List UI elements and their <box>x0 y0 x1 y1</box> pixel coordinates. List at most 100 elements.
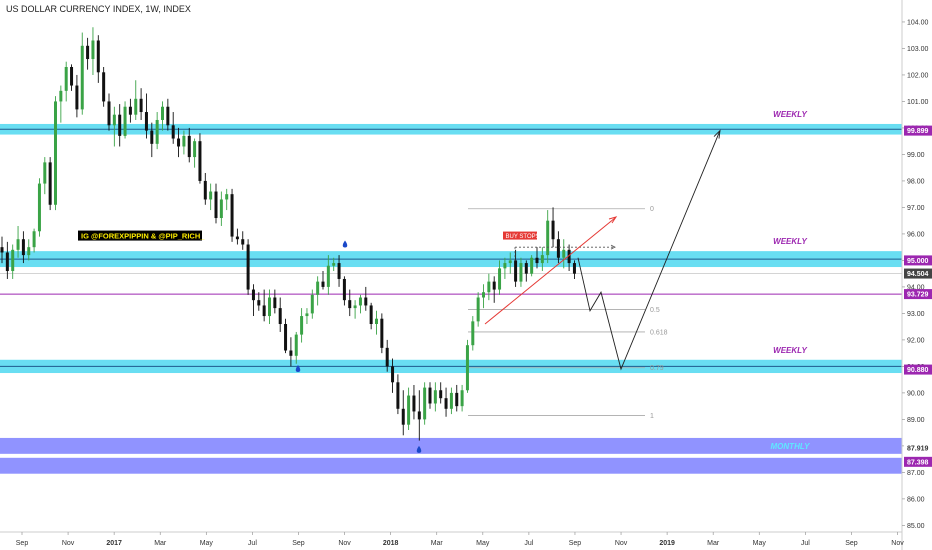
candle-body <box>321 281 325 287</box>
candle-body <box>562 249 566 258</box>
price-badge <box>904 364 932 375</box>
candle-body <box>342 278 346 301</box>
candle-body <box>476 297 480 322</box>
candles-layer <box>0 27 576 441</box>
time-tick-label: May <box>200 540 214 547</box>
candle-body <box>310 294 314 314</box>
candle-body <box>503 263 507 269</box>
candle-body <box>86 45 90 60</box>
candle-body <box>412 395 416 412</box>
time-axis[interactable]: Sep Nov 2017 Mar May Jul Sep Nov 2018 Mar May Jul Se… <box>0 531 904 547</box>
candle-body <box>123 106 127 136</box>
candle-body <box>326 265 330 287</box>
candle-body <box>460 390 464 407</box>
price-tick-label: 89.00 <box>907 417 925 424</box>
candle-body <box>246 244 250 290</box>
time-tick-label: Nov <box>338 540 351 547</box>
candle-body <box>262 305 266 317</box>
zone-label: MONTHLY <box>771 442 811 451</box>
price-tick-label: 94.00 <box>907 284 925 291</box>
time-tick-label: Jul <box>524 540 533 547</box>
watermark-text: IG @FOREXPIPPIN & @PIP_RICH_ <box>81 232 205 241</box>
candle-body <box>556 239 560 258</box>
candle-body <box>166 106 170 126</box>
candle-body <box>59 90 63 102</box>
candle-body <box>257 300 261 306</box>
candle-body <box>348 300 352 309</box>
candle-body <box>198 141 202 181</box>
candle-body <box>519 263 523 282</box>
price-tick-label: 96.00 <box>907 231 925 238</box>
candle-body <box>91 40 95 60</box>
time-tick-label: Nov <box>615 540 628 547</box>
trend-arrow <box>608 216 618 224</box>
candle-body <box>369 305 373 325</box>
candle-body <box>161 106 164 120</box>
price-badge <box>904 268 932 279</box>
price-axis[interactable]: 104.00103.00102.00101.00100.0099.0098.00… <box>901 0 932 550</box>
candle-body <box>423 387 427 420</box>
price-tick-label: 98.00 <box>907 178 925 185</box>
candle-body <box>551 220 555 240</box>
fib-label: 1 <box>650 413 654 420</box>
candle-body <box>187 135 191 158</box>
price-tick-label: 103.00 <box>907 46 929 53</box>
candle-body <box>16 239 20 250</box>
candle-body <box>572 263 576 274</box>
candle-body <box>465 345 469 391</box>
candle-body <box>48 162 52 205</box>
time-tick-label: Mar <box>154 540 167 547</box>
drawings-layer: IG @FOREXPIPPIN & @PIP_RICH_ BUY STOPS <box>78 129 721 453</box>
zone-rect <box>0 457 902 474</box>
price-tick-label: 97.00 <box>907 205 925 212</box>
projection-path <box>577 130 721 371</box>
zone-label: WEEKLY <box>773 110 807 119</box>
candle-body <box>209 191 213 200</box>
fib-label: 0 <box>650 206 654 213</box>
candle-body <box>225 194 229 200</box>
candle-body <box>401 408 405 425</box>
candle-body <box>80 45 84 110</box>
candle-body <box>70 66 74 86</box>
candle-body <box>107 101 111 126</box>
candle-body <box>75 85 79 110</box>
candle-body <box>514 260 518 282</box>
candle-body <box>118 114 122 136</box>
candle-body <box>11 249 15 272</box>
candle-body <box>482 292 485 298</box>
candle-body <box>294 334 298 356</box>
candle-body <box>364 297 368 306</box>
zone-label: WEEKLY <box>773 237 807 246</box>
candle-body <box>444 398 448 409</box>
candle-body <box>498 268 502 290</box>
price-tick-label: 92.00 <box>907 337 925 344</box>
price-badge <box>904 255 932 266</box>
candle-body <box>332 263 336 266</box>
chart-title: US DOLLAR CURRENCY INDEX, 1W, INDEX <box>6 4 191 14</box>
price-badge-label: 90.880 <box>907 367 929 374</box>
candle-body <box>305 313 309 317</box>
candle-body <box>155 119 159 144</box>
price-tick-label: 101.00 <box>907 99 929 106</box>
time-tick-label: Jul <box>801 540 810 547</box>
time-tick-label: 2019 <box>659 540 675 547</box>
zone-label: WEEKLY <box>773 346 807 355</box>
candle-body <box>32 231 36 248</box>
price-tick-label: 102.00 <box>907 72 929 79</box>
time-tick-label: 2018 <box>383 540 399 547</box>
candle-body <box>219 199 223 219</box>
candle-body <box>455 392 459 407</box>
time-tick-label: Sep <box>845 540 858 547</box>
candle-body <box>0 247 4 253</box>
candle-body <box>546 220 550 256</box>
price-badge-label: 87.398 <box>907 459 929 466</box>
candle-body <box>433 390 437 404</box>
candle-body <box>43 162 47 184</box>
drop-marker <box>416 445 422 453</box>
price-tick-label: 99.00 <box>907 152 925 159</box>
time-tick-label: Sep <box>16 540 29 547</box>
price-tick-label: 87.00 <box>907 470 925 477</box>
fib-label: 0.79 <box>650 365 664 372</box>
candle-body <box>37 183 41 232</box>
